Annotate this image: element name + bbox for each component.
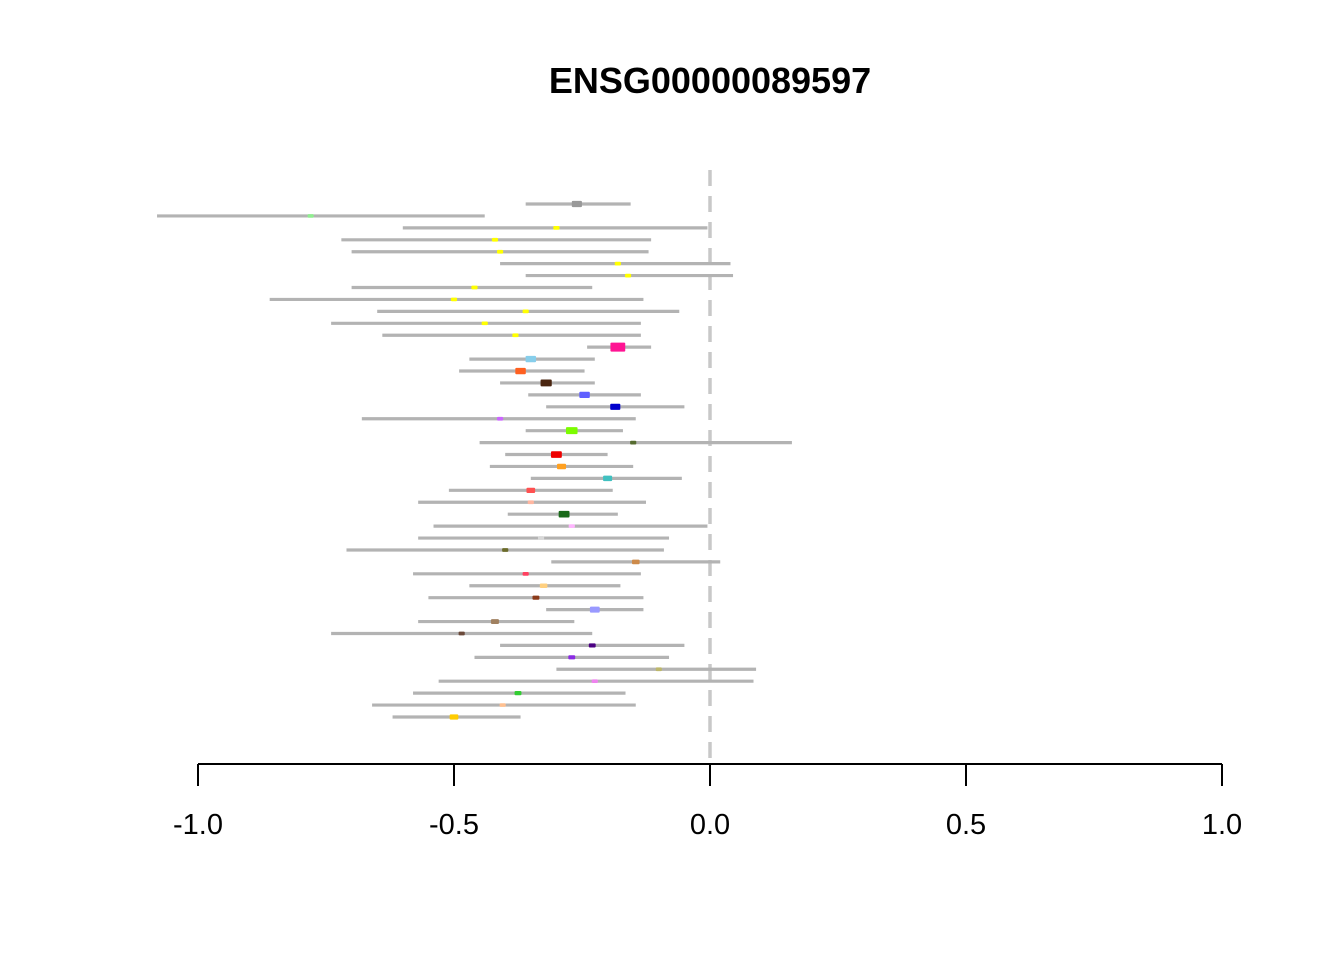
point-estimate [589, 606, 600, 613]
estimate-row [392, 714, 521, 720]
estimate-row [418, 500, 646, 505]
point-estimate [631, 559, 640, 565]
point-estimate [497, 249, 504, 254]
x-tick-label: -1.0 [173, 809, 223, 841]
point-estimate [579, 391, 590, 399]
point-estimate [526, 487, 536, 493]
point-estimate [553, 226, 560, 230]
point-estimate [558, 510, 570, 518]
point-estimate [571, 200, 582, 208]
point-estimate [610, 342, 626, 352]
point-estimate [537, 536, 545, 540]
point-estimate [450, 297, 458, 302]
estimate-row [500, 643, 685, 648]
estimate-row [479, 440, 792, 445]
estimate-row [500, 261, 731, 266]
estimate-row [474, 655, 670, 660]
estimate-row [157, 214, 485, 218]
estimate-row [413, 691, 626, 696]
estimate-row [505, 451, 608, 458]
estimate-row [469, 355, 595, 363]
point-estimate [588, 643, 596, 648]
estimate-row [469, 583, 621, 589]
estimate-row [525, 427, 623, 435]
point-estimate [471, 285, 478, 290]
point-estimate [525, 355, 537, 363]
estimate-row [361, 416, 636, 421]
point-estimate [499, 703, 506, 707]
estimate-row [459, 367, 585, 375]
x-tick-label: 0.0 [690, 809, 730, 841]
point-estimate [497, 416, 504, 421]
estimate-row [525, 200, 631, 208]
point-estimate [550, 451, 562, 458]
point-estimate [449, 714, 459, 720]
estimate-row [331, 631, 593, 636]
estimate-row [525, 273, 734, 278]
point-estimate [591, 679, 598, 684]
estimate-row [551, 559, 721, 565]
point-estimate [630, 440, 637, 445]
estimate-row [413, 571, 641, 576]
point-estimate [481, 321, 488, 326]
estimate-row [587, 342, 652, 352]
estimate-row [331, 321, 641, 326]
estimate-row [433, 524, 708, 528]
point-estimate [565, 427, 578, 435]
estimate-row [500, 379, 595, 387]
point-estimate [614, 261, 621, 266]
point-estimate [515, 367, 526, 375]
estimate-row [269, 297, 644, 302]
estimate-row [546, 606, 644, 613]
estimate-row [418, 536, 670, 540]
point-estimate [540, 379, 552, 387]
point-estimate [625, 273, 632, 278]
point-estimate [502, 548, 509, 552]
estimate-row [346, 548, 664, 552]
x-tick-label: -0.5 [429, 809, 479, 841]
point-estimate [568, 655, 576, 660]
x-tick-label: 0.5 [946, 809, 986, 841]
estimate-row [556, 667, 757, 672]
point-estimate [458, 631, 465, 636]
point-estimate [568, 524, 575, 528]
point-estimate [610, 403, 621, 410]
estimate-row [489, 463, 634, 470]
x-axis: -1.0 -0.5 0.0 0.5 1.0 [173, 763, 1242, 841]
estimate-row [402, 226, 708, 230]
estimate-row [418, 619, 575, 624]
estimate-row [546, 403, 685, 410]
estimate-row [530, 475, 682, 482]
estimate-row [377, 309, 680, 314]
point-estimate [557, 463, 567, 470]
estimate-row [372, 703, 636, 707]
point-estimate [655, 667, 662, 672]
estimate-row [351, 249, 649, 254]
point-estimate [522, 571, 529, 576]
point-estimate [603, 475, 613, 482]
estimate-row [382, 333, 641, 338]
point-estimate [527, 500, 534, 505]
point-estimate [532, 595, 540, 600]
point-estimate [512, 333, 519, 338]
point-estimate [522, 309, 529, 314]
point-estimate [490, 619, 499, 624]
estimate-row [448, 487, 613, 493]
point-estimate [307, 214, 314, 218]
estimate-row [528, 391, 641, 399]
estimate-rows [157, 200, 792, 720]
estimate-row [341, 237, 652, 242]
estimate-row [507, 510, 618, 518]
point-estimate [514, 691, 522, 696]
x-tick-label: 1.0 [1202, 809, 1242, 841]
estimate-row [351, 285, 593, 290]
point-estimate [491, 237, 499, 242]
chart-title: ENSG00000089597 [549, 60, 871, 101]
estimate-row [438, 679, 754, 684]
point-estimate [539, 583, 548, 589]
estimate-row [428, 595, 644, 600]
